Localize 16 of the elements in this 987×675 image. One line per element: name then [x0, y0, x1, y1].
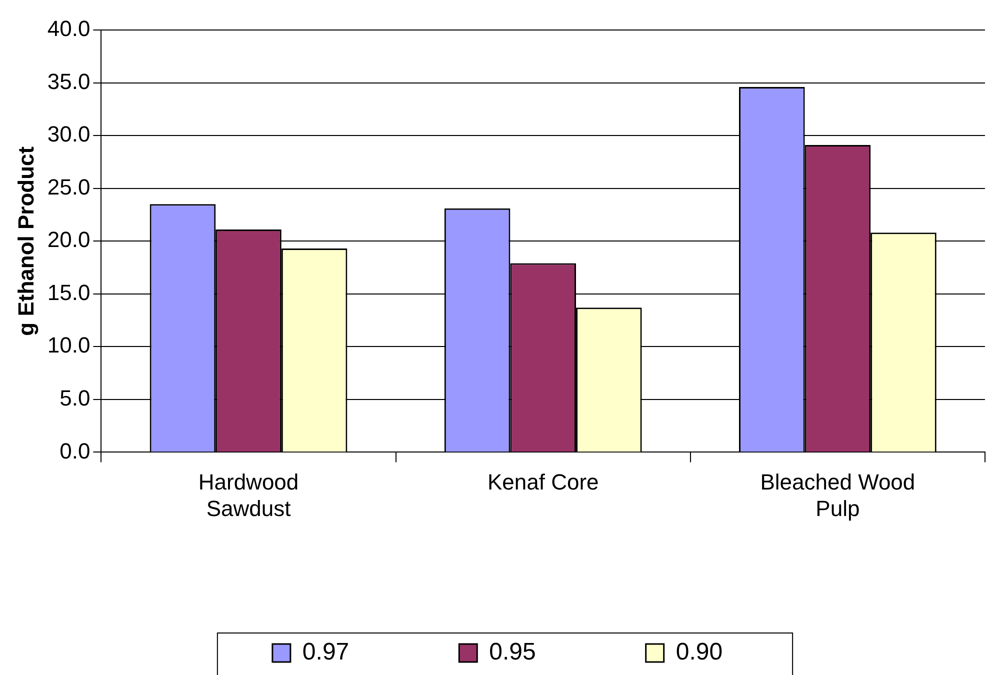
legend-label: 0.97 — [302, 638, 350, 666]
x-tick-label: Hardwood Sawdust — [198, 469, 299, 521]
y-tick-label: 15.0 — [47, 280, 90, 305]
x-tick-label: Kenaf Core — [487, 469, 599, 494]
x-tick-label: Bleached Wood Pulp — [760, 469, 916, 521]
y-tick-label: 40.0 — [47, 16, 90, 42]
y-tick-label: 10.0 — [47, 332, 90, 358]
y-axis-title: g Ethanol Product — [13, 146, 38, 336]
y-tick-label: 5.0 — [60, 385, 90, 410]
y-tick-label: 35.0 — [47, 68, 90, 94]
y-tick-label: 30.0 — [47, 122, 90, 147]
y-tick-label: 25.0 — [47, 174, 90, 200]
legend-label: 0.95 — [489, 638, 536, 666]
legend-label: 0.90 — [676, 638, 723, 666]
y-tick-label: 0.0 — [60, 438, 90, 464]
y-tick-label: 20.0 — [47, 227, 90, 252]
